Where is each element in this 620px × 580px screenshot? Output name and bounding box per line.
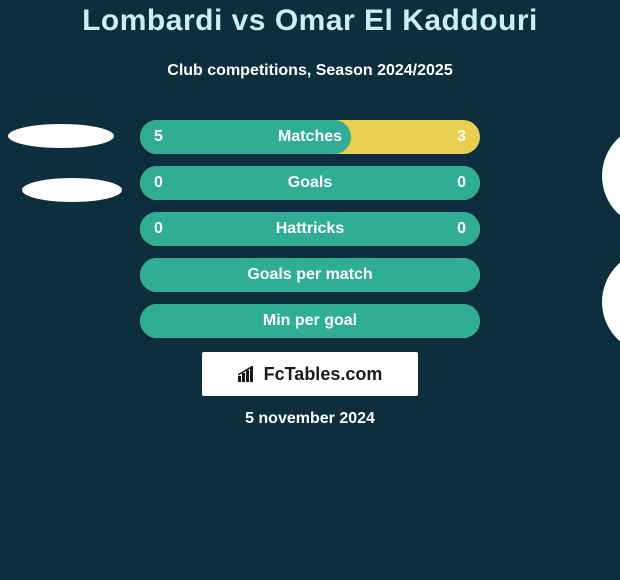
subtitle: Club competitions, Season 2024/2025 — [0, 62, 620, 80]
stat-row: 00Goals — [140, 166, 480, 200]
stat-label: Hattricks — [140, 220, 480, 238]
stat-label: Goals — [140, 174, 480, 192]
fctables-badge: FcTables.com — [202, 352, 418, 396]
stat-row: 53Matches — [140, 120, 480, 154]
page-title: Lombardi vs Omar El Kaddouri — [0, 4, 620, 38]
comparison-infographic: Lombardi vs Omar El Kaddouri Club compet… — [0, 0, 620, 580]
stat-row: 00Hattricks — [140, 212, 480, 246]
avatar-circle — [22, 178, 122, 202]
stat-label: Min per goal — [140, 312, 480, 330]
avatar-circle: ? — [602, 124, 620, 228]
avatar-circle: S.P.A.L. — [602, 250, 620, 354]
stat-label: Matches — [140, 128, 480, 146]
stat-row: Goals per match — [140, 258, 480, 292]
bar-chart-icon — [238, 366, 258, 382]
avatar-circle — [8, 124, 114, 148]
stat-rows: 53Matches 00Goals 00Hattricks Goals per mat… — [140, 120, 480, 350]
stat-label: Goals per match — [140, 266, 480, 284]
stat-row: Min per goal — [140, 304, 480, 338]
date-text: 5 november 2024 — [0, 410, 620, 428]
fctables-text: FcTables.com — [264, 364, 383, 385]
